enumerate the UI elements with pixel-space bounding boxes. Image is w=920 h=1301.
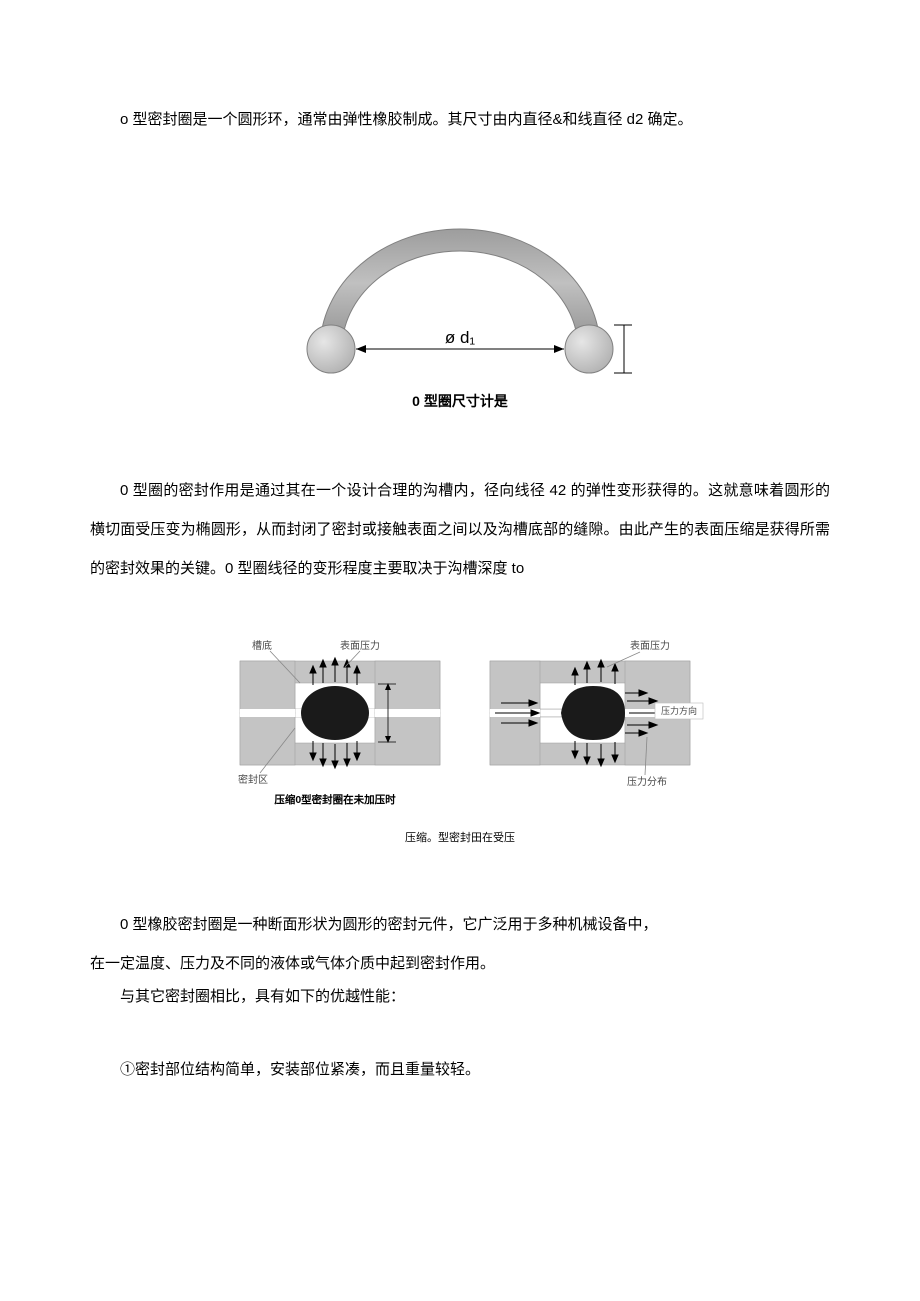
figure-2-caption: 压缩。型密封田在受压	[90, 829, 830, 845]
document-page: o 型密封圈是一个圆形环，通常由弹性橡胶制成。其尺寸由内直径&和线直径 d2 确…	[0, 0, 920, 1149]
label-pressure-direction: 压力方向	[661, 705, 697, 716]
paragraph-3: 0 型橡胶密封圈是一种断面形状为圆形的密封元件，它广泛用于多种机械设备中，	[90, 905, 830, 944]
left-panel-caption: 压缩0型密封圈在未加压时	[274, 793, 396, 806]
figure-1-caption: 0 型圈尺寸计是	[90, 391, 830, 411]
paragraph-4: 在一定温度、压力及不同的液体或气体介质中起到密封作用。	[90, 944, 830, 983]
paragraph-6: ①密封部位结构简单，安装部位紧凑，而且重量较轻。	[90, 1050, 830, 1089]
paragraph-1: o 型密封圈是一个圆形环，通常由弹性橡胶制成。其尺寸由内直径&和线直径 d2 确…	[90, 100, 830, 139]
diameter-label: ø d₁	[445, 328, 476, 347]
label-surface-pressure-right: 表面压力	[630, 639, 670, 652]
compression-diagram: 槽底 表面压力 密封区 压缩0型密封圈在未加压时	[210, 633, 710, 823]
label-groove-bottom: 槽底	[252, 639, 272, 652]
label-pressure-distribution: 压力分布	[627, 775, 667, 788]
figure-1: ø d₁ 0 型圈尺寸计是	[90, 199, 830, 411]
paragraph-2: 0 型圈的密封作用是通过其在一个设计合理的沟槽内，径向线径 42 的弹性变形获得…	[90, 471, 830, 588]
paragraph-5: 与其它密封圈相比，具有如下的优越性能：	[90, 983, 830, 1010]
label-surface-pressure-left: 表面压力	[340, 639, 380, 652]
figure-2: 槽底 表面压力 密封区 压缩0型密封圈在未加压时	[90, 633, 830, 845]
oring-diagram: ø d₁	[280, 199, 640, 389]
label-seal-zone: 密封区	[238, 773, 268, 786]
